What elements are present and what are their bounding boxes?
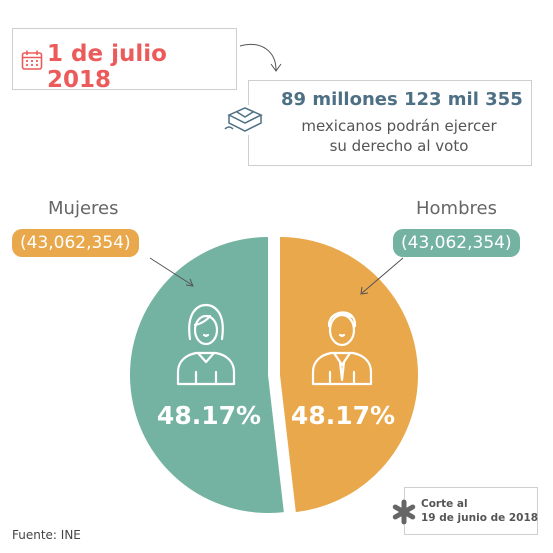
women-percent-label: 48.17%: [157, 401, 261, 430]
pie-slice-women: [129, 237, 284, 513]
voters-total: 89 millones 123 mil 355: [281, 89, 523, 110]
men-label: Hombres: [416, 198, 497, 219]
ballot-box-icon: [223, 105, 265, 135]
cutoff-box: Corte al 19 de junio de 2018: [391, 487, 539, 535]
men-percent-label: 48.17%: [291, 401, 395, 430]
pie-slice-men: [280, 237, 418, 513]
voters-line-3: su derecho al voto: [329, 137, 469, 155]
asterisk-icon: [391, 499, 417, 525]
man-icon: [311, 311, 373, 386]
voters-box: 89 millones 123 mil 355 mexicanos podrán…: [223, 80, 532, 166]
cutoff-line-2: 19 de junio de 2018: [421, 512, 539, 524]
source-note: Fuente: INE: [12, 528, 81, 542]
cutoff-line-1: Corte al: [421, 498, 468, 510]
date-title: 1 de julio 2018: [47, 41, 167, 93]
voters-description: mexicanos podrán ejercer su derecho al v…: [271, 116, 527, 156]
calendar-icon: [21, 50, 43, 70]
woman-icon: [176, 303, 236, 386]
voters-line-2: mexicanos podrán ejercer: [301, 117, 497, 135]
women-label: Mujeres: [48, 198, 119, 219]
women-count-pill: (43,062,354): [12, 229, 139, 257]
men-count-pill: (43,062,354): [393, 229, 520, 257]
date-box: 1 de julio 2018: [12, 28, 237, 93]
